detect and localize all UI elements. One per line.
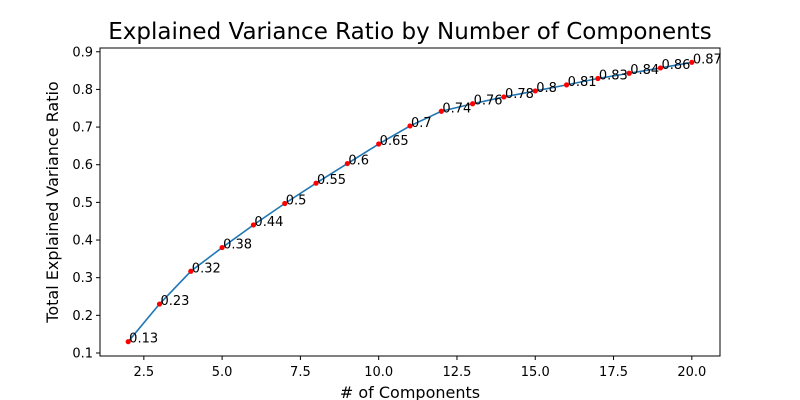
data-point (626, 70, 632, 76)
y-tick-label: 0.7 (72, 121, 93, 136)
y-tick-label: 0.9 (72, 45, 93, 60)
data-label: 0.65 (380, 134, 409, 149)
data-point (344, 160, 350, 167)
x-axis-label: # of Components (340, 383, 480, 400)
data-point (219, 244, 225, 251)
data-label: 0.76 (474, 94, 503, 109)
data-label: 0.78 (505, 87, 534, 102)
y-tick-label: 0.2 (72, 309, 93, 324)
data-point (563, 82, 570, 88)
y-tick-label: 0.8 (72, 83, 93, 98)
data-point (470, 101, 476, 107)
x-tick-label: 17.5 (599, 365, 628, 380)
data-point (156, 301, 163, 307)
data-point (125, 339, 131, 345)
data-label: 0.81 (568, 75, 597, 90)
x-tick-label: 20.0 (677, 365, 706, 380)
data-label: 0.6 (348, 154, 369, 169)
y-tick-label: 0.5 (72, 196, 93, 211)
x-tick-label: 10.0 (364, 365, 393, 380)
x-tick-label: 7.5 (290, 365, 311, 380)
x-tick-label: 15.0 (521, 365, 550, 380)
data-label: 0.83 (599, 68, 628, 83)
x-tick-label: 5.0 (212, 365, 233, 380)
data-label: 0.44 (254, 215, 283, 230)
data-point (438, 108, 444, 114)
x-tick-label: 2.5 (133, 365, 154, 380)
y-tick-label: 0.4 (72, 234, 93, 249)
data-label: 0.5 (286, 194, 307, 209)
data-point (501, 94, 507, 100)
data-point (250, 222, 257, 228)
data-point (595, 75, 601, 82)
data-label: 0.23 (160, 294, 189, 309)
y-tick-label: 0.1 (72, 346, 93, 361)
data-label: 0.32 (192, 261, 221, 276)
chart-title: Explained Variance Ratio by Number of Co… (108, 19, 712, 45)
x-tick-label: 12.5 (442, 365, 471, 380)
y-tick-label: 0.6 (72, 158, 93, 173)
data-point (188, 268, 194, 274)
data-label: 0.13 (129, 332, 158, 347)
data-point (313, 180, 319, 186)
data-point (689, 59, 695, 65)
y-axis-label: Total Explained Variance Ratio (43, 81, 62, 323)
data-point (376, 141, 382, 147)
data-label: 0.84 (630, 63, 659, 78)
plot-area: 2.5 5.0 7.5 10.0 12.5 15.0 17.5 20.0 0.1 0.2 0.3 0.… (72, 45, 721, 380)
data-label: 0.8 (536, 81, 557, 96)
data-point (407, 123, 413, 129)
axes-frame (99, 47, 721, 357)
data-label: 0.87 (693, 52, 722, 67)
data-label: 0.55 (317, 173, 346, 188)
data-point (282, 200, 288, 207)
data-label: 0.7 (411, 116, 432, 131)
data-point (657, 65, 664, 71)
data-label: 0.38 (223, 238, 252, 253)
data-label: 0.74 (442, 101, 471, 116)
y-tick-label: 0.3 (72, 271, 93, 286)
data-label: 0.86 (662, 58, 691, 73)
data-point (532, 88, 538, 94)
